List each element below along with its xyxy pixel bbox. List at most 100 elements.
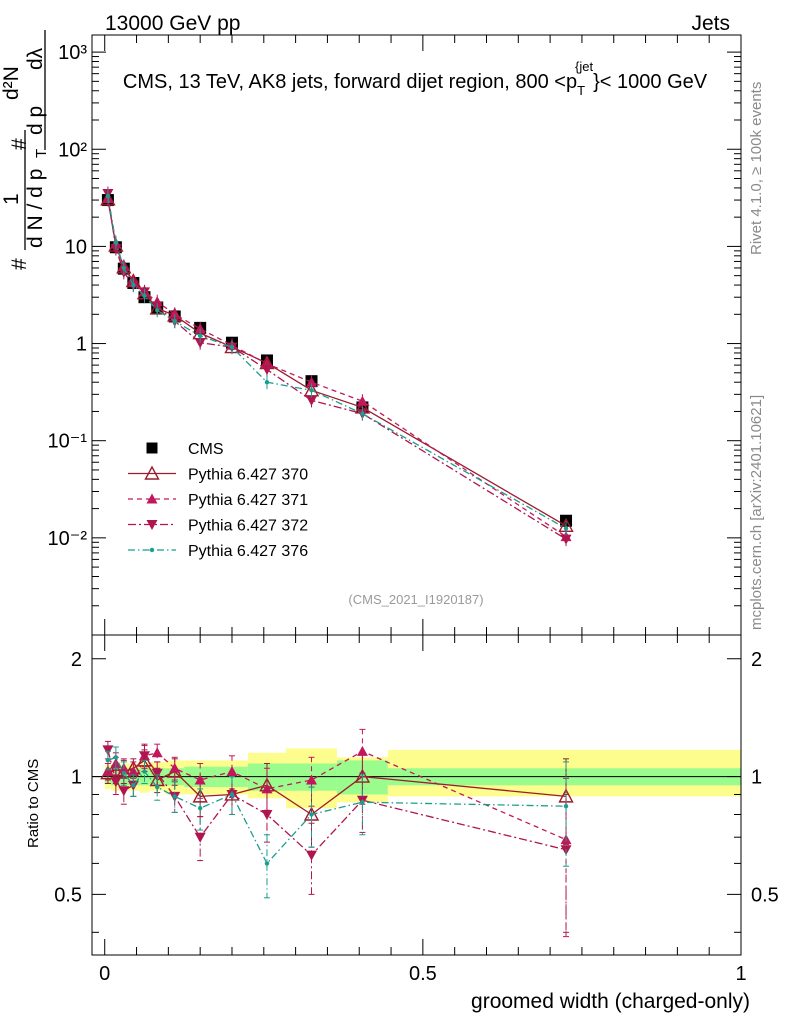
series-p370: [100, 191, 574, 533]
ratio-point-p376: [360, 800, 365, 805]
ratio-point-p376: [264, 861, 270, 866]
point-p376: [113, 240, 119, 245]
ylabel-t: T: [33, 149, 50, 158]
ratio-point-p376: [563, 804, 569, 809]
ratio-ytick-label-right: 0.5: [751, 884, 779, 906]
ratio-point-p376: [172, 794, 177, 799]
legend-label-p372: Pythia 6.427 372: [188, 518, 308, 535]
ratio-point-p376: [142, 769, 147, 774]
point-p376: [172, 318, 177, 324]
ylabel-d2n: d²N: [0, 66, 23, 100]
point-p376: [155, 308, 160, 313]
point-p371: [356, 395, 368, 406]
ratio-point-p371: [226, 766, 238, 777]
point-p376: [197, 333, 203, 339]
title-sup: {jet: [575, 59, 593, 74]
point-p371: [169, 308, 181, 319]
ratio-ytick-label-right: 2: [751, 649, 762, 671]
ratio-point-p372: [194, 832, 206, 843]
ylabel-one: 1: [0, 193, 23, 205]
main-ytick-label: 10⁻¹: [48, 431, 88, 453]
legend-label-data: CMS: [188, 441, 224, 458]
main-ylabel: # 1 d N / d p T # d²N d p dλ: [0, 30, 50, 270]
ylabel-hash1: #: [8, 258, 31, 270]
point-p372: [194, 338, 206, 349]
rivet-version: Rivet 4.1.0, ≥ 100k events: [748, 82, 765, 255]
xtick-label: 0: [99, 963, 110, 985]
series-data: [101, 194, 573, 527]
point-p371: [306, 376, 318, 387]
ratio-point-p370: [354, 768, 371, 783]
ratio-point-p372: [118, 786, 130, 797]
point-p372: [261, 365, 273, 376]
ratio-point-p372: [138, 751, 150, 762]
ratio-series-p376: [104, 746, 570, 899]
legend-label-p371: Pythia 6.427 371: [188, 492, 308, 509]
legend-marker-p372: [146, 520, 158, 530]
x-axis-label: groomed width (charged-only): [471, 990, 750, 1013]
point-p376: [142, 293, 147, 299]
ratio-point-p372: [102, 745, 114, 756]
ratio-point-p371: [356, 745, 368, 756]
ylabel-hash2: #: [8, 138, 31, 150]
ratio-point-p376: [131, 783, 136, 788]
ratio-point-p372: [306, 850, 318, 861]
ratio-point-p376: [155, 784, 160, 790]
ylabel-dn: d N / d p: [24, 169, 47, 248]
point-p376: [121, 265, 127, 271]
xtick-label: 0.5: [409, 963, 437, 985]
ratio-point-p376: [309, 812, 314, 817]
ratio-point-p371: [127, 766, 139, 777]
plot-title: CMS, 13 TeV, AK8 jets, forward dijet reg…: [123, 59, 708, 98]
point-p376: [563, 526, 569, 531]
header-energy: 13000 GeV pp: [105, 12, 240, 35]
legend-label-p370: Pythia 6.427 370: [188, 467, 308, 484]
ratio-frame: [91, 634, 742, 956]
xtick-label: 1: [735, 963, 746, 985]
ratio-ylabel: Ratio to CMS: [25, 759, 42, 848]
analysis-id: (CMS_2021_I1920187): [348, 592, 483, 607]
series-line-p376: [107, 195, 567, 530]
point-p376: [264, 380, 270, 385]
legend: CMS Pythia 6.427 370 Pythia 6.427 371 Pythi…: [128, 441, 308, 560]
ratio-point-p376: [121, 771, 127, 776]
ylabel-dlambda: dλ: [24, 47, 47, 70]
legend-marker-data: [146, 442, 158, 454]
title-pre: CMS, 13 TeV, AK8 jets, forward dijet reg…: [123, 71, 577, 93]
ratio-point-p371: [102, 766, 114, 777]
point-p372: [306, 395, 318, 406]
legend-marker-p370: [144, 465, 160, 480]
legend-marker-p371: [146, 493, 158, 504]
ratio-point-p376: [197, 806, 203, 811]
ratio-point-p372: [261, 809, 273, 820]
main-ytick-label: 10: [65, 236, 87, 258]
ratio-point-p376: [229, 792, 235, 797]
legend-marker-p376: [149, 547, 155, 553]
series-p371: [102, 191, 572, 544]
main-ytick-label: 10³: [58, 42, 87, 64]
ylabel-dpt: d p: [24, 106, 47, 135]
ratio-point-p376: [113, 755, 119, 760]
point-p376: [105, 193, 111, 199]
point-p371: [194, 323, 206, 334]
point-p376: [309, 388, 314, 393]
ratio-ytick-label: 2: [71, 649, 82, 671]
ratio-point-p372: [110, 777, 122, 788]
ratio-ytick-label: 1: [71, 767, 82, 789]
ratio-ytick-label-right: 1: [751, 767, 762, 789]
series-line-p372: [107, 193, 567, 540]
series-line-p370: [107, 199, 567, 527]
mcplots-source: mcplots.cern.ch [arXiv:2401.10621]: [748, 395, 765, 630]
ratio-point-p371: [169, 762, 181, 773]
main-ytick-label: 10²: [58, 139, 87, 161]
point-p376: [229, 344, 235, 350]
ratio-ytick-label: 0.5: [54, 884, 82, 906]
series-p376: [105, 189, 569, 536]
main-ytick-label: 1: [76, 334, 87, 356]
ratio-point-p372: [151, 768, 163, 779]
ratio-point-p370: [192, 788, 208, 803]
main-panel: 10⁻² 10⁻¹ 1 10 10² 10³ CMS Pythia 6.427 370 Pyth…: [48, 34, 742, 636]
title-post: }< 1000 GeV: [593, 71, 708, 93]
point-p376: [131, 282, 136, 288]
point-p372: [560, 534, 572, 545]
